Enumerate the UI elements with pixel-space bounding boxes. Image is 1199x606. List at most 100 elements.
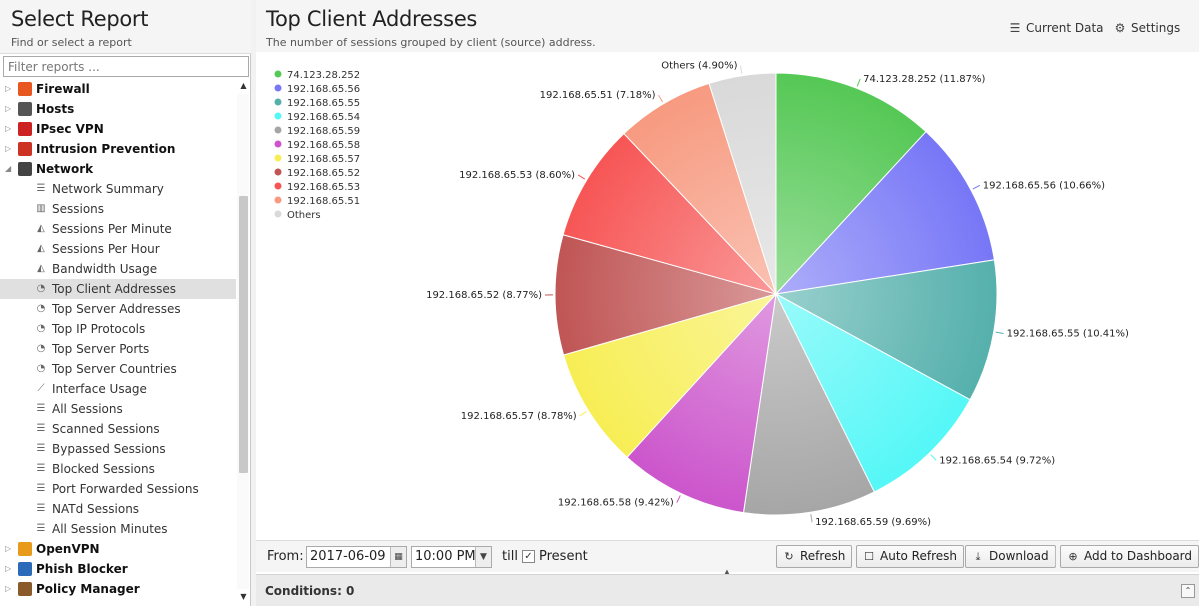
category-openvpn[interactable]: ▷ OpenVPN xyxy=(0,539,236,559)
expanded-arrow-icon[interactable]: ◢ xyxy=(5,164,12,173)
pie-slice[interactable] xyxy=(774,130,995,295)
report-item-top-client-addresses[interactable]: ◔ Top Client Addresses xyxy=(0,279,236,299)
collapsed-arrow-icon[interactable]: ▷ xyxy=(5,584,12,593)
report-item-bandwidth-usage[interactable]: ◭ Bandwidth Usage xyxy=(0,259,236,279)
legend-marker[interactable] xyxy=(274,126,282,134)
legend-marker[interactable] xyxy=(274,84,282,92)
report-item-top-server-ports[interactable]: ◔ Top Server Ports xyxy=(0,339,236,359)
legend-marker[interactable] xyxy=(274,196,282,204)
tree-scrollbar-thumb[interactable] xyxy=(239,196,248,473)
legend-label[interactable]: 192.168.65.57 xyxy=(287,154,360,165)
pie-slice[interactable] xyxy=(708,72,777,295)
slice-label: 192.168.65.59 (9.69%) xyxy=(815,517,931,528)
legend-label[interactable]: 192.168.65.59 xyxy=(287,126,360,137)
pie-slice[interactable] xyxy=(562,293,778,458)
legend-label[interactable]: 192.168.65.53 xyxy=(287,182,360,193)
report-item-label: Top Server Addresses xyxy=(52,302,181,316)
legend-marker[interactable] xyxy=(274,210,282,218)
filter-reports-input[interactable] xyxy=(3,56,249,77)
category-policy-manager[interactable]: ▷ Policy Manager xyxy=(0,579,236,599)
legend-label[interactable]: 192.168.65.52 xyxy=(287,168,360,179)
report-item-sessions[interactable]: ▥ Sessions xyxy=(0,199,236,219)
scroll-down-arrow-icon[interactable]: ▼ xyxy=(240,592,247,601)
report-item-top-ip-protocols[interactable]: ◔ Top IP Protocols xyxy=(0,319,236,339)
conditions-bar[interactable]: Conditions: 0 ⌃ xyxy=(256,574,1199,606)
pie-slice[interactable] xyxy=(774,259,998,401)
pie-slice[interactable] xyxy=(554,234,778,356)
slice-label: 192.168.65.51 (7.18%) xyxy=(540,90,656,101)
pie-slice[interactable] xyxy=(774,292,971,493)
category-ipsec-vpn[interactable]: ▷ IPsec VPN xyxy=(0,119,236,139)
collapsed-arrow-icon[interactable]: ▷ xyxy=(5,104,12,113)
time-field[interactable]: 10:00 PM ▼ xyxy=(411,546,492,568)
pie-slice[interactable] xyxy=(626,292,777,514)
pie-slice[interactable] xyxy=(775,72,927,296)
refresh-button[interactable]: ↻ Refresh xyxy=(776,545,853,568)
legend-label[interactable]: Others xyxy=(287,210,321,221)
slice-label: 192.168.65.57 (8.78%) xyxy=(461,411,577,422)
legend-marker[interactable] xyxy=(274,182,282,190)
list-icon: ☰ xyxy=(36,523,46,534)
legend-marker[interactable] xyxy=(274,112,282,120)
legend-marker[interactable] xyxy=(274,70,282,78)
scroll-up-arrow-icon[interactable]: ▲ xyxy=(240,81,247,90)
current-data-button[interactable]: ☰ Current Data xyxy=(1008,19,1104,37)
category-firewall[interactable]: ▷ Firewall xyxy=(0,79,236,99)
report-panel: Top Client Addresses The number of sessi… xyxy=(256,0,1199,606)
category-network[interactable]: ◢ Network xyxy=(0,159,236,179)
report-item-top-server-addresses[interactable]: ◔ Top Server Addresses xyxy=(0,299,236,319)
legend-marker[interactable] xyxy=(274,98,282,106)
category-phish-blocker[interactable]: ▷ Phish Blocker xyxy=(0,559,236,579)
ipsec-vpn-icon xyxy=(18,122,32,136)
collapsed-arrow-icon[interactable]: ▷ xyxy=(5,144,12,153)
collapsed-arrow-icon[interactable]: ▷ xyxy=(5,124,12,133)
report-item-top-server-countries[interactable]: ◔ Top Server Countries xyxy=(0,359,236,379)
report-item-interface-usage[interactable]: ⟋ Interface Usage xyxy=(0,379,236,399)
report-item-natd-sessions[interactable]: ☰ NATd Sessions xyxy=(0,499,236,519)
collapsed-arrow-icon[interactable]: ▷ xyxy=(5,544,12,553)
chevron-down-icon[interactable]: ▼ xyxy=(475,547,491,567)
pie-slice[interactable] xyxy=(562,132,778,295)
legend-label[interactable]: 74.123.28.252 xyxy=(287,70,360,81)
report-item-all-session-minutes[interactable]: ☰ All Session Minutes xyxy=(0,519,236,539)
settings-button[interactable]: ⚙ Settings xyxy=(1113,19,1181,37)
splitter-collapse-icon[interactable]: ▲ xyxy=(724,568,730,576)
category-intrusion-prevention[interactable]: ▷ Intrusion Prevention xyxy=(0,139,236,159)
report-item-bypassed-sessions[interactable]: ☰ Bypassed Sessions xyxy=(0,439,236,459)
legend-marker[interactable] xyxy=(274,154,282,162)
report-item-all-sessions[interactable]: ☰ All Sessions xyxy=(0,399,236,419)
legend-label[interactable]: 192.168.65.58 xyxy=(287,140,360,151)
gear-icon: ⚙ xyxy=(1114,21,1126,35)
collapsed-arrow-icon[interactable]: ▷ xyxy=(5,84,12,93)
report-item-port-forwarded-sessions[interactable]: ☰ Port Forwarded Sessions xyxy=(0,479,236,499)
report-item-scanned-sessions[interactable]: ☰ Scanned Sessions xyxy=(0,419,236,439)
legend-label[interactable]: 192.168.65.55 xyxy=(287,98,360,109)
expand-up-icon[interactable]: ⌃ xyxy=(1181,584,1195,598)
category-label: Network xyxy=(36,162,94,176)
report-item-sessions-per-minute[interactable]: ◭ Sessions Per Minute xyxy=(0,219,236,239)
add-to-dashboard-button[interactable]: ⊕ Add to Dashboard xyxy=(1060,545,1199,568)
list-icon: ☰ xyxy=(36,503,46,514)
legend-label[interactable]: 192.168.65.51 xyxy=(287,196,360,207)
download-button[interactable]: ⤓ Download xyxy=(965,545,1056,568)
slice-label-connector xyxy=(995,331,1004,334)
report-item-sessions-per-hour[interactable]: ◭ Sessions Per Hour xyxy=(0,239,236,259)
collapsed-arrow-icon[interactable]: ▷ xyxy=(5,564,12,573)
category-hosts[interactable]: ▷ Hosts xyxy=(0,99,236,119)
report-tree: ▷ Firewall ▷ Hosts ▷ IPsec VPN ▷ Intrusion Prev… xyxy=(0,79,236,606)
report-item-blocked-sessions[interactable]: ☰ Blocked Sessions xyxy=(0,459,236,479)
auto-refresh-button[interactable]: ☐ Auto Refresh xyxy=(856,545,964,568)
slice-label-connector xyxy=(579,411,587,417)
report-item-network-summary[interactable]: ☰ Network Summary xyxy=(0,179,236,199)
legend-marker[interactable] xyxy=(274,168,282,176)
present-checkbox[interactable]: ✓ xyxy=(522,550,535,563)
pie-slice[interactable] xyxy=(623,82,777,295)
calendar-icon[interactable]: ▦ xyxy=(390,547,406,567)
slice-label-connector xyxy=(810,514,813,523)
legend-label[interactable]: 192.168.65.54 xyxy=(287,112,360,123)
time-value: 10:00 PM xyxy=(415,549,476,564)
legend-marker[interactable] xyxy=(274,140,282,148)
legend-label[interactable]: 192.168.65.56 xyxy=(287,84,360,95)
pie-slice[interactable] xyxy=(742,292,876,516)
date-field[interactable]: 2017-06-09 ▦ xyxy=(306,546,407,568)
